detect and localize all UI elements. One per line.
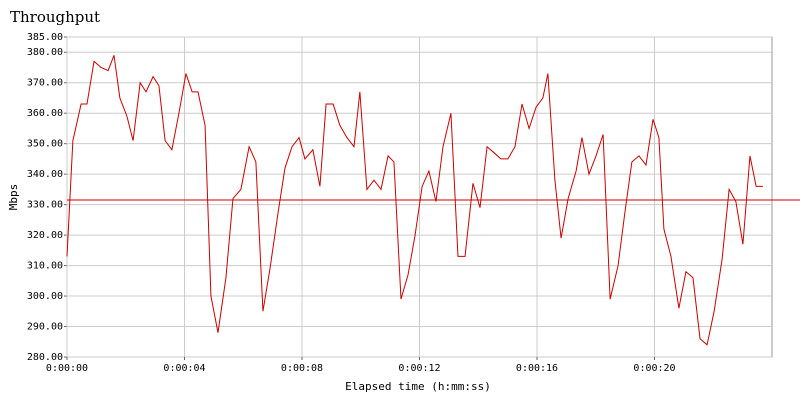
x-tick-label: 0:00:04 (163, 363, 205, 374)
y-tick-label: 340.00 (27, 169, 63, 180)
y-tick-label: 350.00 (27, 139, 63, 150)
x-tick-label: 0:00:16 (516, 363, 558, 374)
y-tick-label: 360.00 (27, 108, 63, 119)
x-tick-label: 0:00:12 (398, 363, 440, 374)
y-tick-label: 290.00 (27, 322, 63, 333)
x-tick-label: 0:00:20 (633, 363, 675, 374)
y-tick-label: 310.00 (27, 261, 63, 272)
x-tick-label: 0:00:08 (281, 363, 323, 374)
y-tick-label: 380.00 (27, 47, 63, 58)
y-tick-label: 280.00 (27, 352, 63, 363)
y-axis-label: Mbps (7, 184, 20, 211)
y-tick-label: 330.00 (27, 200, 63, 211)
y-tick-label: 370.00 (27, 78, 63, 89)
x-axis-label: Elapsed time (h:mm:ss) (345, 380, 491, 393)
y-tick-label: 320.00 (27, 230, 63, 241)
chart-title: Throughput (10, 8, 100, 26)
y-tick-label: 300.00 (27, 291, 63, 302)
data-line (66, 55, 763, 346)
y-tick-label: 385.00 (27, 32, 63, 43)
x-tick-label: 0:00:00 (46, 363, 88, 374)
